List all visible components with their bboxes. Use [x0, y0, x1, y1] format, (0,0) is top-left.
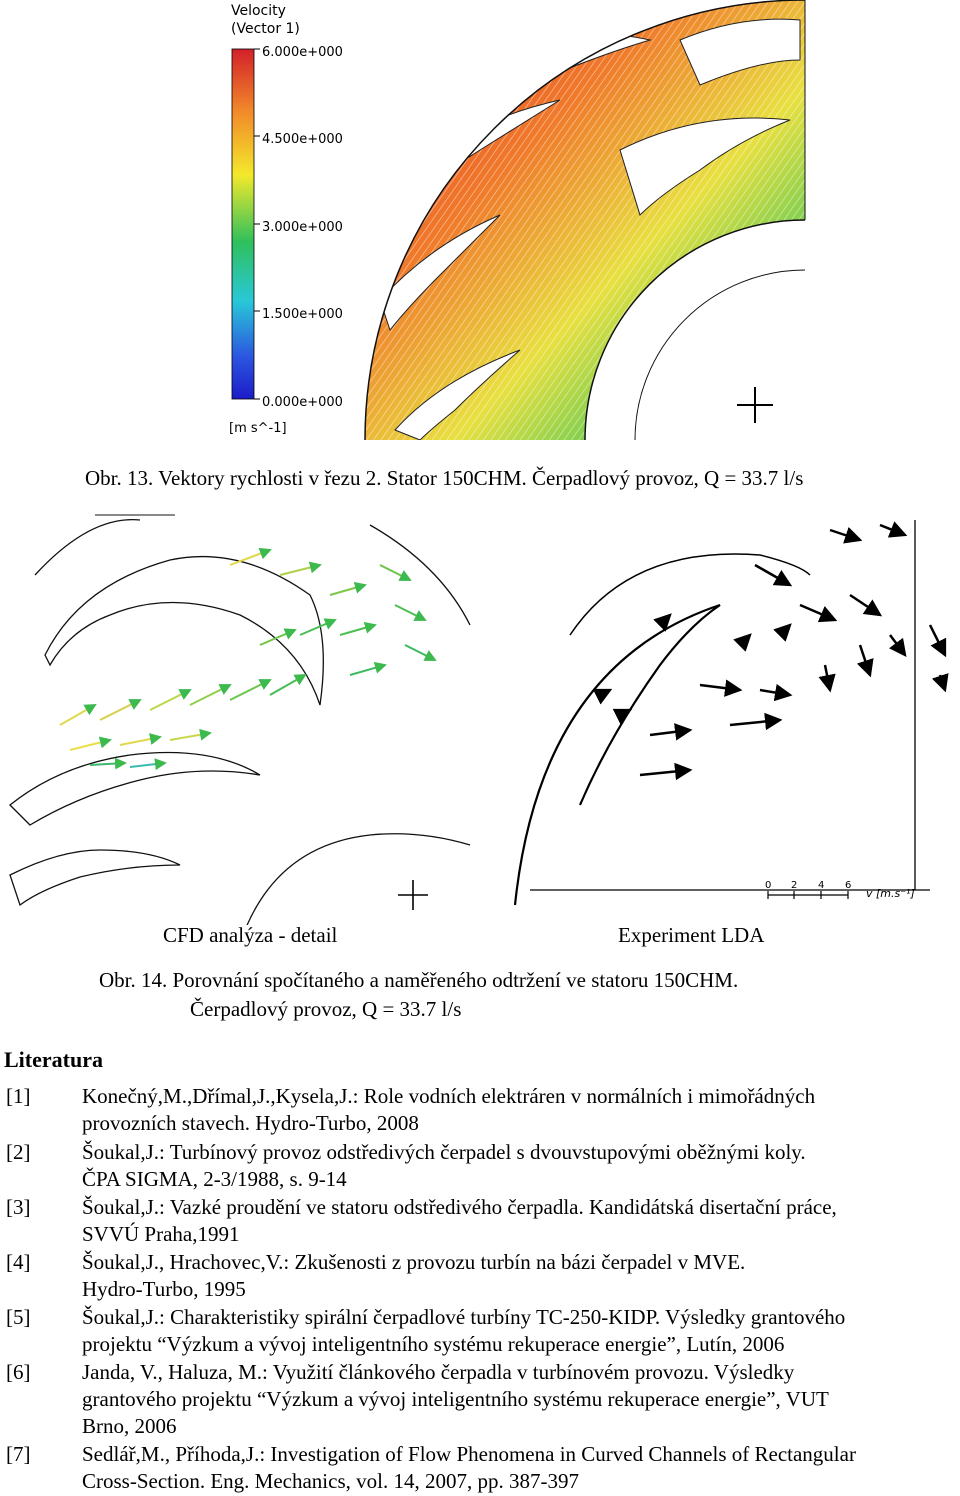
scale-tick-3: 6: [845, 880, 851, 891]
reference-line: Cross-Section. Eng. Mechanics, vol. 14, …: [82, 1469, 579, 1493]
legend-tick-4: 0.000e+000: [262, 395, 343, 410]
stator-flow-field: [365, 0, 805, 440]
reference-line: Šoukal,J.: Vazké proudění ve statoru ods…: [82, 1195, 837, 1219]
cfd-center-cross-icon: [398, 880, 428, 910]
reference-number: [2]: [6, 1140, 31, 1164]
literature-heading: Literatura: [4, 1047, 103, 1072]
legend-tick-0: 6.000e+000: [262, 45, 343, 60]
reference-number: [7]: [6, 1442, 31, 1466]
reference-number: [3]: [6, 1195, 31, 1219]
reference-line: Konečný,M.,Dřímal,J.,Kysela,J.: Role vod…: [82, 1084, 816, 1108]
legend-tick-3: 1.500e+000: [262, 307, 343, 322]
reference-number: [5]: [6, 1305, 31, 1329]
reference-line: Hydro-Turbo, 1995: [82, 1277, 246, 1301]
center-cross-icon: [737, 387, 773, 423]
reference-line: ČPA SIGMA, 2-3/1988, s. 9-14: [82, 1167, 347, 1191]
legend-title-line1: Velocity: [231, 3, 286, 19]
lda-label: Experiment LDA: [618, 923, 765, 947]
comparison-plot: 0 2 4 6 v [m.s⁻¹]: [9, 514, 949, 931]
reference-line: SVVÚ Praha,1991: [82, 1222, 240, 1246]
scale-tick-2: 4: [818, 880, 824, 891]
figure-13: Velocity (Vector 1) 6.000e+000 4.500e+00…: [0, 0, 960, 445]
scale-unit: v [m.s⁻¹]: [866, 887, 915, 900]
reference-line: provozních stavech. Hydro-Turbo, 2008: [82, 1111, 419, 1135]
reference-line: Sedlář,M., Příhoda,J.: Investigation of …: [82, 1442, 856, 1466]
figure-13-caption: Obr. 13. Vektory rychlosti v řezu 2. Sta…: [85, 466, 804, 490]
figure-14-caption-line1: Obr. 14. Porovnání spočítaného a naměřen…: [99, 968, 739, 992]
reference-number: [4]: [6, 1250, 31, 1274]
scale-tick-0: 0: [765, 880, 771, 891]
reference-line: projektu “Výzkum a vývoj inteligentního …: [82, 1332, 785, 1356]
reference-line: Šoukal,J.: Charakteristiky spirální čerp…: [82, 1305, 846, 1329]
cfd-detail-panel: [9, 514, 471, 931]
reference-line: Janda, V., Haluza, M.: Využití článkovéh…: [82, 1360, 795, 1384]
legend-unit: [m s^-1]: [229, 421, 287, 436]
reference-line: Šoukal,J., Hrachovec,V.: Zkušenosti z pr…: [82, 1250, 746, 1274]
legend-tick-2: 3.000e+000: [262, 220, 343, 235]
legend-tick-1: 4.500e+000: [262, 132, 343, 147]
color-bar: [231, 48, 255, 400]
cfd-label: CFD analýza - detail: [163, 923, 338, 947]
reference-number: [6]: [6, 1360, 31, 1384]
figure-14: 0 2 4 6 v [m.s⁻¹]: [0, 505, 960, 931]
reference-line: Šoukal,J.: Turbínový provoz odstředivých…: [82, 1140, 806, 1164]
scale-tick-1: 2: [791, 880, 797, 891]
figure-14-caption-line2: Čerpadlový provoz, Q = 33.7 l/s: [190, 997, 462, 1021]
lda-experiment-panel: 0 2 4 6 v [m.s⁻¹]: [513, 520, 949, 906]
reference-line: grantového projektu “Výzkum a vývoj inte…: [82, 1387, 829, 1411]
velocity-vector-plot: Velocity (Vector 1) 6.000e+000 4.500e+00…: [229, 0, 806, 441]
reference-number: [1]: [6, 1084, 31, 1108]
legend-title-line2: (Vector 1): [231, 21, 300, 37]
reference-line: Brno, 2006: [82, 1414, 177, 1438]
